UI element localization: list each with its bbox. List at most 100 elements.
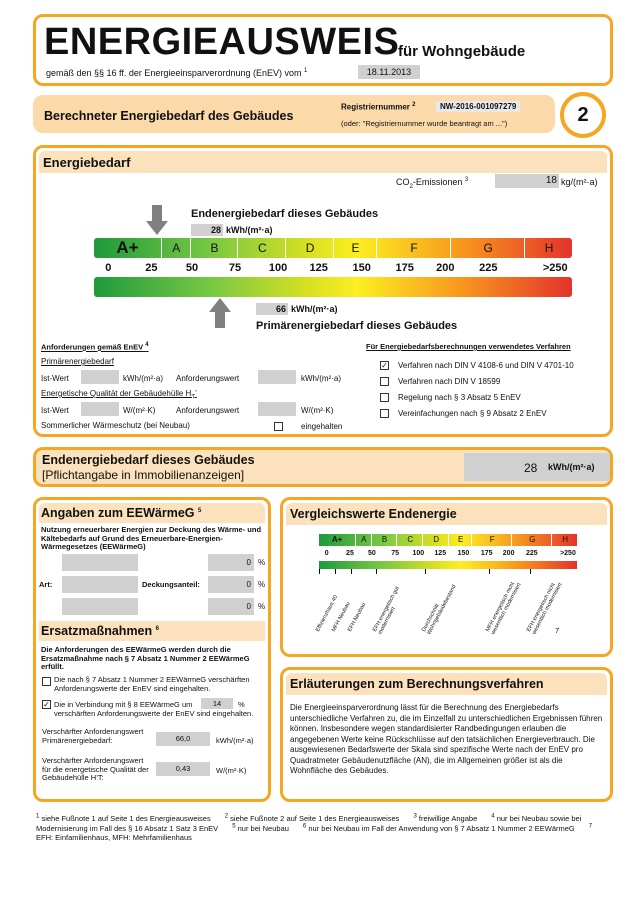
energy-class: E [448, 534, 472, 546]
comparison-tick [335, 569, 336, 574]
energy-class: H [524, 238, 573, 258]
energy-class: A+ [331, 535, 343, 544]
method-title: Für Energiebedarfsberechnungen verwendet… [366, 342, 571, 351]
comparison-label: MFH energetisch nicht wesentlich moderni… [485, 581, 523, 636]
erlaeuterung-box: Erläuterungen zum Berechnungsverfahren D… [280, 667, 613, 802]
share-unit: % [258, 558, 266, 567]
scale-label: 175 [395, 262, 414, 274]
comparison-tick [319, 569, 320, 574]
footnote-text: nur bei Neubau [237, 824, 289, 833]
footnote-mark: 4 [491, 813, 495, 819]
share-value: 0 [208, 576, 254, 593]
co2-label: CO2-Emissionen 3 [396, 177, 468, 190]
req-kept: eingehalten [301, 422, 343, 431]
co2-unit: kg/(m²·a) [561, 177, 598, 187]
row2-label: Verschärfter Anforderungswert für die en… [42, 756, 149, 782]
endenergie-box: Endenergiebedarf dieses Gebäudes [Pflich… [33, 447, 613, 487]
input-box [62, 554, 138, 571]
endenergie-unit: kWh/(m²·a) [548, 462, 595, 472]
reg-label-text: Registriernummer [341, 102, 410, 112]
req-actual: Ist-Wert [41, 374, 69, 383]
footnote-mark: 7 [588, 823, 593, 830]
energy-class: C [237, 238, 286, 258]
req-unit3: W/(m²·K) [123, 406, 156, 415]
footnotes: 1 siehe Fußnote 1 auf Seite 1 des Energi… [36, 812, 596, 842]
class-bar: A+ A B C D E F G H [94, 238, 572, 258]
banner: Berechneter Energiebedarf des Gebäudes R… [33, 95, 555, 133]
option2-a: Die in Verbindung mit § 8 EEWärmeG um [54, 700, 193, 709]
option1: Die nach § 7 Absatz 1 Nummer 2 EEWärmeG … [54, 675, 250, 693]
energy-class: F [376, 238, 451, 258]
energy-class: A [160, 238, 191, 258]
comparison-tick [530, 569, 531, 574]
scale-label: 100 [268, 262, 288, 274]
footnote-mark: 2 [224, 813, 229, 819]
share-value: 0 [208, 554, 254, 571]
row2-value: 0,43 [156, 762, 210, 776]
scale-label: 150 [352, 262, 371, 274]
checkbox-checked: ✓ [42, 700, 51, 709]
footnote: 4 nur bei Neubau sowie bei Modernisierun… [36, 813, 582, 834]
req-sup: 4 [145, 342, 149, 348]
scale-small: 0 25 50 75 100 125 150 175 200 225 >250 [319, 550, 577, 560]
end-label: Endenergiebedarf dieses Gebäudes [191, 208, 379, 220]
energy-class: D [422, 534, 449, 546]
energy-class: B [370, 534, 398, 546]
footnote-text: freiwillige Angabe [418, 813, 478, 823]
scale-label: 0 [105, 262, 112, 274]
legal-text: gemäß den §§ 16 ff. der Energieeinsparve… [46, 68, 302, 78]
scale-label: 150 [457, 550, 470, 557]
eewaermeg-box: Angaben zum EEWärmeG 5 Nutzung erneuerba… [33, 497, 271, 802]
energy-class: B [189, 238, 239, 258]
class-bar-small: A+ A B C D E F G H [319, 534, 577, 546]
scale-label: 25 [145, 262, 158, 274]
end-value: 28 [191, 224, 223, 236]
reg-note: (oder: "Registriernummer wurde beantragt… [341, 119, 508, 128]
footnote-mark: 6 [302, 823, 307, 830]
input-box [62, 598, 138, 615]
scale-label: 100 [412, 550, 425, 557]
art-label: Art: [39, 580, 53, 589]
option2-unit: % [238, 700, 245, 709]
input-box [62, 576, 138, 593]
section-header [39, 151, 607, 173]
energy-class: C [396, 534, 423, 546]
primary-arrow [209, 298, 231, 328]
legal-sup: 1 [304, 68, 308, 74]
req-primary: Primärenergiebedarf [41, 357, 114, 366]
footnote-mark: 1 [36, 813, 40, 819]
primary-value: 66 [256, 303, 288, 315]
reg-number: NW-2016-001097279 [436, 101, 521, 112]
method-option: Verfahren nach DIN V 4108-6 und DIN V 47… [398, 361, 574, 370]
energiebedarf-box: Energiebedarf CO2-Emissionen 3 18 kg/(m²… [33, 145, 613, 437]
footnote-text: nur bei Neubau im Fall der Anwendung von… [308, 824, 575, 833]
scale-label: 200 [436, 262, 455, 274]
footnote-mark: 3 [413, 813, 417, 819]
comparison-tick [351, 569, 352, 574]
scale-label: 225 [479, 262, 498, 274]
section-title: Energiebedarf [43, 155, 131, 170]
reg-label: Registriernummer 2 [341, 102, 416, 112]
scale-label: 50 [367, 550, 376, 557]
footnote-text: EFH: Einfamilienhaus, MFH: Mehrfamilienh… [36, 833, 192, 842]
req-required2: Anforderungswert [176, 406, 240, 415]
req-title-text: Anforderungen gemäß EnEV [41, 342, 144, 352]
reg-sup: 2 [412, 102, 416, 108]
req-hull: Energetische Qualität der Gebäudehülle H… [41, 389, 197, 401]
footnote: 7 EFH: Einfamilienhaus, MFH: Mehrfamilie… [36, 823, 593, 843]
req-unit1: kWh/(m²·a) [123, 374, 163, 383]
energy-class: H [551, 534, 578, 546]
footnote-text: nur bei Neubau sowie bei Modernisierung … [36, 813, 582, 833]
section-header [286, 673, 607, 695]
end-arrow [146, 205, 168, 235]
scale-label: 75 [391, 550, 400, 557]
ersatz-title-text: Ersatzmaßnahmen [41, 624, 153, 638]
input-box [258, 370, 296, 384]
input-box [81, 370, 119, 384]
method-option: Regelung nach § 3 Absatz 5 EnEV [398, 393, 521, 402]
energy-class: D [285, 238, 334, 258]
option2-value: 14 [201, 698, 233, 709]
input-box [81, 402, 119, 416]
eewaermeg-title-text: Angaben zum EEWärmeG [41, 506, 195, 520]
